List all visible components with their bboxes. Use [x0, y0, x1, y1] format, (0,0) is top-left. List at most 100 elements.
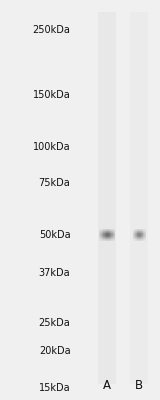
Bar — [141, 236, 142, 237]
Bar — [144, 238, 145, 239]
Text: B: B — [135, 379, 143, 392]
Bar — [135, 240, 136, 241]
Bar — [144, 232, 145, 233]
Bar — [137, 230, 138, 231]
Bar — [106, 235, 107, 236]
Bar — [110, 232, 111, 233]
Bar — [105, 233, 106, 234]
Bar — [114, 232, 115, 233]
Bar — [145, 238, 146, 239]
Bar — [114, 233, 115, 234]
Bar — [139, 240, 140, 241]
Bar — [142, 238, 143, 239]
Bar — [107, 235, 108, 236]
Bar — [144, 240, 145, 241]
Bar — [139, 233, 140, 234]
Bar — [113, 240, 114, 241]
Bar — [109, 233, 110, 234]
Bar — [104, 234, 105, 235]
Bar — [142, 233, 143, 234]
Bar — [100, 230, 101, 231]
Bar — [144, 233, 145, 234]
Bar — [137, 236, 138, 237]
Bar — [107, 233, 108, 234]
Bar — [105, 239, 106, 240]
Bar — [99, 229, 100, 230]
Bar — [143, 235, 144, 236]
Bar — [135, 229, 136, 230]
Bar — [142, 232, 143, 233]
Bar — [142, 236, 143, 237]
Bar — [108, 231, 109, 232]
Bar — [109, 238, 110, 239]
Bar — [139, 231, 140, 232]
Bar — [113, 230, 114, 231]
Bar — [105, 235, 106, 236]
Bar — [102, 231, 103, 232]
Bar — [133, 235, 134, 236]
Bar — [109, 234, 110, 235]
Bar — [134, 229, 135, 230]
Text: 250kDa: 250kDa — [32, 26, 70, 36]
Bar — [133, 238, 134, 239]
Bar — [136, 233, 137, 234]
Bar — [145, 231, 146, 232]
Bar — [138, 229, 139, 230]
Bar — [106, 239, 107, 240]
Bar — [130, 12, 148, 384]
Bar — [108, 238, 109, 239]
Bar — [141, 230, 142, 231]
Bar — [106, 238, 107, 239]
Bar — [142, 235, 143, 236]
Bar — [99, 231, 100, 232]
Bar — [102, 240, 103, 241]
Bar — [137, 231, 138, 232]
Bar — [142, 231, 143, 232]
Bar — [144, 234, 145, 235]
Bar — [103, 239, 104, 240]
Bar — [133, 232, 134, 233]
Bar — [110, 230, 111, 231]
Text: 100kDa: 100kDa — [33, 142, 70, 152]
Bar — [136, 230, 137, 231]
Bar — [108, 233, 109, 234]
Bar — [114, 231, 115, 232]
Bar — [113, 234, 114, 235]
Bar — [138, 235, 139, 236]
Bar — [140, 239, 141, 240]
Bar — [101, 239, 102, 240]
Bar — [140, 229, 141, 230]
Bar — [142, 230, 143, 231]
Bar — [99, 236, 100, 237]
Bar — [112, 230, 113, 231]
Bar — [134, 230, 135, 231]
Bar — [104, 240, 105, 241]
Bar — [135, 233, 136, 234]
Text: 150kDa: 150kDa — [33, 90, 70, 100]
Bar — [137, 234, 138, 235]
Bar — [133, 231, 134, 232]
Bar — [105, 229, 106, 230]
Bar — [114, 235, 115, 236]
Bar — [145, 239, 146, 240]
Bar — [108, 234, 109, 235]
Bar — [106, 230, 107, 231]
Bar — [111, 229, 112, 230]
Bar — [106, 234, 107, 235]
Bar — [140, 232, 141, 233]
Bar — [143, 238, 144, 239]
Bar — [145, 234, 146, 235]
Bar — [109, 239, 110, 240]
Bar — [105, 240, 106, 241]
Bar — [111, 239, 112, 240]
Bar — [105, 232, 106, 233]
Bar — [107, 240, 108, 241]
Bar — [143, 239, 144, 240]
Bar — [136, 240, 137, 241]
Bar — [140, 236, 141, 237]
Bar — [133, 236, 134, 237]
Bar — [141, 232, 142, 233]
Bar — [138, 230, 139, 231]
Bar — [138, 240, 139, 241]
Bar — [109, 236, 110, 237]
